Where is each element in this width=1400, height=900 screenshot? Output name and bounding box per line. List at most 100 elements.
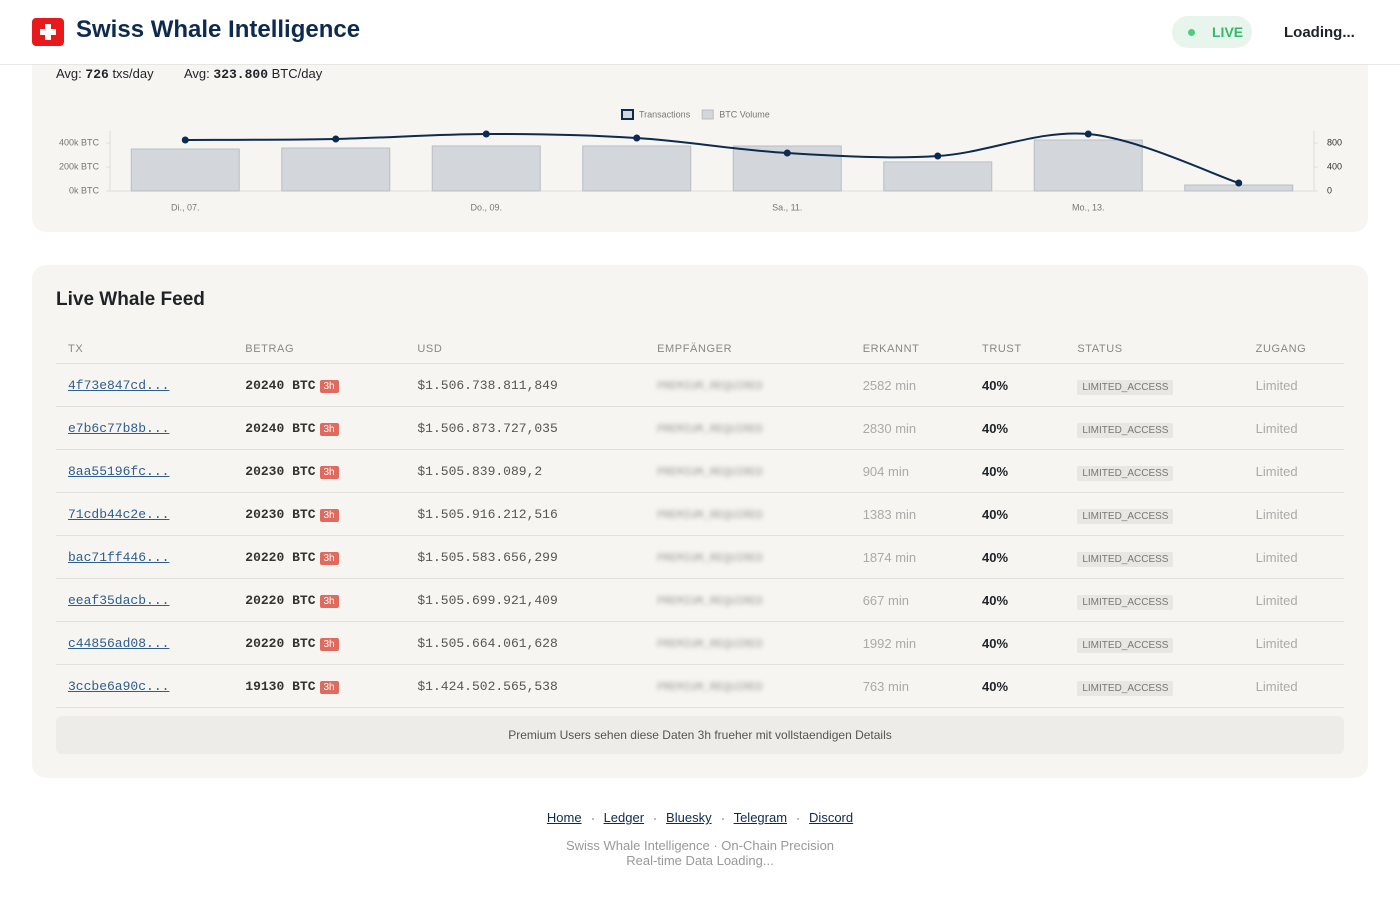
y-tick-label: 0k BTC xyxy=(69,185,100,195)
table-body: 4f73e847cd... 20240 BTC 3h $1.506.738.811,8… xyxy=(56,363,1344,708)
access: Limited xyxy=(1255,377,1298,393)
x-tick-label: Di., 07. xyxy=(171,202,200,212)
cell: 4f73e847cd... xyxy=(56,363,234,407)
cell: Limited xyxy=(1243,535,1344,579)
point xyxy=(633,134,641,142)
feed-row: 3ccbe6a90c... 19130 BTC 3h $1.424.502.565,5… xyxy=(56,664,1344,708)
column-header: ZUGANG xyxy=(1243,335,1344,364)
chart-card: Avg: 726 txs/day Avg: 323.800 BTC/day 0k… xyxy=(32,40,1368,232)
cell: Limited xyxy=(1243,578,1344,622)
tx-link[interactable]: 3ccbe6a90c... xyxy=(68,679,170,694)
legend-swatch xyxy=(701,109,714,120)
legend-label: BTC Volume xyxy=(719,109,770,119)
label: Avg: xyxy=(184,66,210,81)
status-badge: LIMITED_ACCESS xyxy=(1077,680,1174,696)
tx-link[interactable]: c44856ad08... xyxy=(68,636,170,651)
cell: Limited xyxy=(1243,406,1344,450)
delay-badge: 3h xyxy=(319,594,339,608)
point xyxy=(934,152,942,160)
y2-tick-label: 400 xyxy=(1327,161,1342,171)
cell: 20230 BTC 3h xyxy=(233,492,406,536)
legend-item: BTC Volume xyxy=(701,109,770,120)
cell: Limited xyxy=(1243,449,1344,493)
cell: $1.505.664.061,628 xyxy=(405,621,646,665)
x-tick-label: Mo., 13. xyxy=(1072,202,1105,212)
usd: $1.505.916.212,516 xyxy=(417,507,558,522)
cell: Limited xyxy=(1243,492,1344,536)
cell: c44856ad08... xyxy=(56,621,234,665)
cell: 1383 min xyxy=(850,492,970,536)
footer-link[interactable]: Telegram xyxy=(733,810,788,825)
y-tick-label: 400k BTC xyxy=(59,137,100,147)
cell: $1.424.502.565,538 xyxy=(405,664,646,708)
header-row: TX BETRAG USD EMPFÄNGER ERKANNT TRUST STATUS ZU… xyxy=(56,335,1344,364)
cell: 20230 BTC 3h xyxy=(233,449,406,493)
cell: LIMITED_ACCESS xyxy=(1065,363,1244,407)
feed-row: eeaf35dacb... 20220 BTC 3h $1.505.699.921,4… xyxy=(56,578,1344,622)
access: Limited xyxy=(1255,549,1298,565)
cell: 40% xyxy=(970,406,1066,450)
amount: 20230 BTC xyxy=(245,506,316,522)
cell: 40% xyxy=(970,664,1066,708)
detected: 667 min xyxy=(862,592,909,608)
column-header: BETRAG xyxy=(233,335,406,364)
avg-volume: Avg: 323.800 BTC/day xyxy=(184,66,322,82)
status-badge: LIMITED_ACCESS xyxy=(1077,594,1174,610)
trust: 40% xyxy=(982,377,1009,393)
point xyxy=(482,130,490,138)
cell: 40% xyxy=(970,363,1066,407)
status-badge: LIMITED_ACCESS xyxy=(1077,508,1174,524)
amount: 20230 BTC xyxy=(245,463,316,479)
tx-link[interactable]: eeaf35dacb... xyxy=(68,593,170,608)
tx-link[interactable]: e7b6c77b8b... xyxy=(68,421,170,436)
footer-link[interactable]: Home xyxy=(546,810,582,825)
detected: 904 min xyxy=(862,463,909,479)
x-tick-label: Do., 09. xyxy=(470,202,502,212)
detected: 763 min xyxy=(862,678,909,694)
access: Limited xyxy=(1255,635,1298,651)
recipient: PREMIUM_REQUIRED xyxy=(657,553,763,565)
footer-status: Real-time Data Loading... xyxy=(626,853,774,868)
delay-badge: 3h xyxy=(319,551,339,565)
tx-link[interactable]: 71cdb44c2e... xyxy=(68,507,170,522)
cell: LIMITED_ACCESS xyxy=(1065,664,1244,708)
detected: 1383 min xyxy=(862,506,917,522)
status-badge: LIMITED_ACCESS xyxy=(1077,465,1174,481)
chart: 0k BTC 200k BTC 400k BTC 0 400 800 Di., 07. Do.… xyxy=(59,109,1342,212)
label: Avg: xyxy=(56,66,82,81)
swiss-flag-logo xyxy=(32,18,64,46)
usd: $1.505.664.061,628 xyxy=(417,636,558,651)
amount: 20220 BTC xyxy=(245,549,316,565)
delay-badge: 3h xyxy=(319,379,339,393)
bar xyxy=(582,145,692,192)
footer-link[interactable]: Discord xyxy=(809,810,854,825)
usd: $1.505.583.656,299 xyxy=(417,550,558,565)
unit: BTC/day xyxy=(271,66,323,81)
footer-link[interactable]: Ledger xyxy=(603,810,645,825)
footer-link[interactable]: Bluesky xyxy=(666,810,712,825)
cell: Limited xyxy=(1243,363,1344,407)
y-tick-label: 200k BTC xyxy=(59,161,100,171)
tx-link[interactable]: 8aa55196fc... xyxy=(68,464,170,479)
cell: $1.505.699.921,409 xyxy=(405,578,646,622)
cell: eeaf35dacb... xyxy=(56,578,234,622)
cell: 40% xyxy=(970,578,1066,622)
cell: Limited xyxy=(1243,621,1344,665)
cell: LIMITED_ACCESS xyxy=(1065,492,1244,536)
recipient: PREMIUM_REQUIRED xyxy=(657,467,763,479)
cell: $1.506.873.727,035 xyxy=(405,406,646,450)
recipient: PREMIUM_REQUIRED xyxy=(657,381,763,393)
recipient: PREMIUM_REQUIRED xyxy=(657,424,763,436)
feed-row: 4f73e847cd... 20240 BTC 3h $1.506.738.811,8… xyxy=(56,363,1344,407)
column-header: ERKANNT xyxy=(850,335,970,364)
point xyxy=(332,135,340,143)
feed-row: 8aa55196fc... 20230 BTC 3h $1.505.839.089,2… xyxy=(56,449,1344,493)
tx-link[interactable]: 4f73e847cd... xyxy=(68,378,170,393)
access: Limited xyxy=(1255,592,1298,608)
legend-item: Transactions xyxy=(621,109,691,120)
tx-link[interactable]: bac71ff446... xyxy=(68,550,170,565)
cell: bac71ff446... xyxy=(56,535,234,579)
column-header: EMPFÄNGER xyxy=(645,335,851,364)
bar xyxy=(431,145,541,192)
app-title[interactable]: Swiss Whale Intelligence xyxy=(76,16,361,43)
